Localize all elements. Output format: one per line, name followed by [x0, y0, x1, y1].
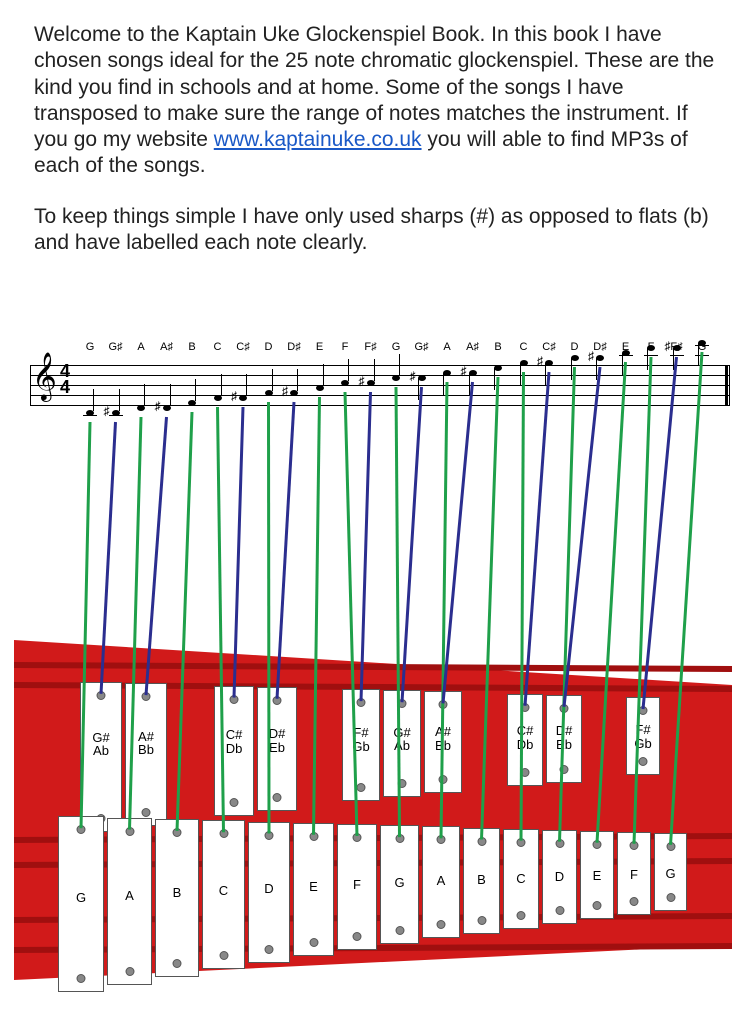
bar-label: A — [125, 889, 134, 903]
bar-label: A#Bb — [138, 730, 154, 757]
glockenspiel-diagram: G#Ab A#Bb C#Db D#Eb F#Gb G#Ab A#Bb C#Db D#Eb F#Gb… — [14, 640, 732, 980]
staff-line — [30, 375, 730, 376]
note-label: G♯ — [414, 341, 428, 353]
natural-bar: C — [503, 829, 539, 929]
music-staff: 𝄞 44 GG♯♯AA♯♯BCC♯♯DD♯♯EFF♯♯GG♯♯AA♯♯BCC♯♯… — [30, 365, 730, 425]
notehead — [673, 345, 681, 351]
natural-bar: A — [422, 826, 460, 938]
note-label: B — [494, 341, 501, 353]
natural-bar: B — [463, 828, 500, 934]
notehead — [545, 360, 553, 366]
sharp-bar: C#Db — [507, 694, 543, 786]
staff-line — [30, 395, 730, 396]
natural-bar: G — [380, 825, 419, 944]
note-label: D — [571, 341, 579, 353]
natural-bar: F — [617, 832, 651, 915]
natural-bar: G — [58, 816, 104, 992]
natural-bar: C — [202, 820, 245, 969]
time-signature: 44 — [60, 363, 70, 395]
notehead — [647, 345, 655, 351]
bar-label: G#Ab — [92, 731, 109, 758]
bar-label: F — [353, 878, 361, 892]
bar-label: C#Db — [226, 728, 243, 755]
bar-label: D — [264, 882, 273, 896]
sharp-bar: F#Gb — [342, 689, 380, 801]
note-label: C♯ — [236, 341, 249, 353]
bar-label: D — [555, 870, 564, 884]
sharp-bar: F#Gb — [626, 697, 660, 775]
sharp-bar: G#Ab — [383, 690, 421, 797]
bar-label: C#Db — [517, 724, 534, 751]
note-label: F — [342, 341, 349, 353]
note-label: A♯ — [466, 341, 479, 353]
sharp-bar: A#Bb — [125, 683, 167, 826]
note-label: G — [86, 341, 95, 353]
bar-label: G — [76, 891, 86, 905]
bar-label: A — [437, 874, 446, 888]
natural-bar: E — [580, 831, 614, 919]
sharp-bar: D#Eb — [257, 687, 297, 811]
bar-label: F — [630, 868, 638, 882]
notehead — [571, 355, 579, 361]
bar-label: A#Bb — [435, 725, 451, 752]
notehead — [596, 355, 604, 361]
natural-bar: F — [337, 824, 377, 950]
note-label: D — [265, 341, 273, 353]
intro-text: Welcome to the Kaptain Uke Glockenspiel … — [0, 0, 753, 266]
bar-label: E — [309, 880, 318, 894]
natural-bar: B — [155, 819, 199, 977]
bar-label: B — [173, 886, 182, 900]
bar-label: E — [593, 869, 602, 883]
note-label: A — [443, 341, 450, 353]
note-label: B — [188, 341, 195, 353]
note-label: F♯ — [364, 341, 376, 353]
bar-label: F#Gb — [352, 726, 369, 753]
staff-line — [30, 385, 730, 386]
note-label: D♯ — [593, 341, 606, 353]
staff-line — [30, 405, 730, 406]
notehead — [494, 365, 502, 371]
note-label: D♯ — [287, 341, 300, 353]
natural-bar: D — [542, 830, 577, 924]
note-label: A♯ — [160, 341, 173, 353]
staff-line — [30, 365, 730, 366]
note-label: C♯ — [542, 341, 555, 353]
bar-label: G — [394, 876, 404, 890]
bar-label: C — [219, 884, 228, 898]
bar-label: D#Eb — [556, 724, 573, 751]
bar-label: B — [477, 873, 486, 887]
bar-label: F#Gb — [634, 723, 651, 750]
natural-bar: G — [654, 833, 687, 911]
note-label: G — [392, 341, 401, 353]
sharp-bar: A#Bb — [424, 691, 462, 793]
natural-bar: E — [293, 823, 334, 956]
note-label: C — [520, 341, 528, 353]
bar-label: D#Eb — [269, 727, 286, 754]
treble-clef-icon: 𝄞 — [32, 355, 57, 397]
note-label: A — [137, 341, 144, 353]
natural-bar: D — [248, 822, 290, 963]
notehead — [443, 370, 451, 376]
bar-label: C — [516, 872, 525, 886]
sharp-bar: D#Eb — [546, 695, 582, 783]
sharp-bar: G#Ab — [80, 682, 122, 832]
natural-bar: A — [107, 818, 152, 985]
website-link[interactable]: www.kaptainuke.co.uk — [214, 128, 422, 151]
sharp-bar: C#Db — [214, 686, 254, 816]
note-label: E — [316, 341, 323, 353]
intro-p2: To keep things simple I have only used s… — [34, 204, 719, 257]
note-label: C — [214, 341, 222, 353]
bar-label: G — [665, 867, 675, 881]
notehead — [469, 370, 477, 376]
notehead — [520, 360, 528, 366]
bar-label: G#Ab — [393, 726, 410, 753]
note-label: G♯ — [108, 341, 122, 353]
notehead — [418, 375, 426, 381]
